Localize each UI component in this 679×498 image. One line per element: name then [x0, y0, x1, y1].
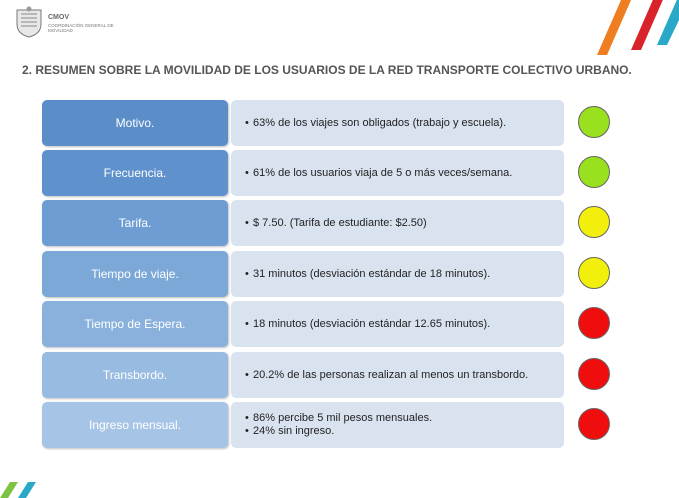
bullet-item: • 86% percibe 5 mil pesos mensuales.	[245, 412, 552, 425]
status-indicator-icon	[578, 206, 610, 238]
summary-row: Tiempo de viaje. • 31 minutos (desviación …	[42, 251, 627, 297]
row-label: Motivo.	[42, 100, 228, 146]
summary-row: Ingreso mensual. • 86% percibe 5 mil pesos…	[42, 402, 627, 448]
bullet-item: • 20.2% de las personas realizan al menos…	[245, 369, 552, 382]
bullet-text: $ 7.50. (Tarifa de estudiante: $2.50)	[253, 216, 427, 229]
bullet-item: • $ 7.50. (Tarifa de estudiante: $2.50)	[245, 217, 552, 230]
row-label: Transbordo.	[42, 352, 228, 398]
row-description: • 86% percibe 5 mil pesos mensuales. • 24% …	[231, 402, 564, 448]
org-full-name: COORDINACIÓN GENERAL DE MOVILIDAD	[48, 23, 114, 33]
summary-row: Tiempo de Espera. • 18 minutos (desviación…	[42, 301, 627, 347]
cmov-logo: CMOV COORDINACIÓN GENERAL DE MOVILIDAD	[14, 6, 124, 40]
bullet-icon: •	[245, 267, 249, 280]
summary-row: Frecuencia. • 61% de los usuarios viaja de…	[42, 150, 627, 196]
bullet-icon: •	[245, 317, 249, 330]
row-description: • 18 minutos (desviación estándar 12.65 m…	[231, 301, 564, 347]
bullet-text: 63% de los viajes son obligados (trabajo…	[253, 116, 507, 129]
status-indicator-icon	[578, 156, 610, 188]
status-indicator-icon	[578, 408, 610, 440]
summary-row: Motivo. • 63% de los viajes son obligados …	[42, 100, 627, 146]
summary-row: Transbordo. • 20.2% de las personas realiz…	[42, 352, 627, 398]
bullet-icon: •	[245, 368, 249, 381]
bullet-icon: •	[245, 425, 249, 437]
bullet-icon: •	[245, 116, 249, 129]
row-label: Tiempo de viaje.	[42, 251, 228, 297]
bullet-text: 86% percibe 5 mil pesos mensuales.	[253, 412, 433, 424]
bullet-icon: •	[245, 412, 249, 424]
row-label: Ingreso mensual.	[42, 402, 228, 448]
row-label: Tiempo de Espera.	[42, 301, 228, 347]
page-title: 2. RESUMEN SOBRE LA MOVILIDAD DE LOS USU…	[22, 63, 632, 77]
bullet-text: 20.2% de las personas realizan al menos …	[253, 368, 529, 381]
status-indicator-icon	[578, 307, 610, 339]
status-indicator-icon	[578, 106, 610, 138]
row-label: Tarifa.	[42, 200, 228, 246]
bullet-text: 61% de los usuarios viaja de 5 o más vec…	[253, 166, 513, 179]
bullet-item: • 18 minutos (desviación estándar 12.65 m…	[245, 318, 552, 331]
row-description: • 31 minutos (desviación estándar de 18 m…	[231, 251, 564, 297]
bullet-icon: •	[245, 166, 249, 179]
decorative-stripes	[597, 0, 679, 55]
row-description: • 20.2% de las personas realizan al menos…	[231, 352, 564, 398]
bullet-text: 24% sin ingreso.	[253, 425, 335, 437]
org-short-name: CMOV	[48, 14, 69, 21]
status-indicator-icon	[578, 358, 610, 390]
bullet-item: • 63% de los viajes son obligados (trabaj…	[245, 117, 552, 130]
bullet-item: • 31 minutos (desviación estándar de 18 m…	[245, 268, 552, 281]
summary-row: Tarifa. • $ 7.50. (Tarifa de estudiante: $…	[42, 200, 627, 246]
bullet-item: • 24% sin ingreso.	[245, 425, 552, 438]
status-indicator-icon	[578, 257, 610, 289]
row-description: • $ 7.50. (Tarifa de estudiante: $2.50)	[231, 200, 564, 246]
row-description: • 61% de los usuarios viaja de 5 o más ve…	[231, 150, 564, 196]
bullet-text: 18 minutos (desviación estándar 12.65 mi…	[253, 317, 491, 330]
row-description: • 63% de los viajes son obligados (trabaj…	[231, 100, 564, 146]
decorative-stripes-bottom	[0, 482, 36, 498]
bullet-icon: •	[245, 216, 249, 229]
coat-of-arms-icon	[16, 6, 42, 38]
row-label: Frecuencia.	[42, 150, 228, 196]
bullet-text: 31 minutos (desviación estándar de 18 mi…	[253, 267, 491, 280]
bullet-item: • 61% de los usuarios viaja de 5 o más ve…	[245, 167, 552, 180]
